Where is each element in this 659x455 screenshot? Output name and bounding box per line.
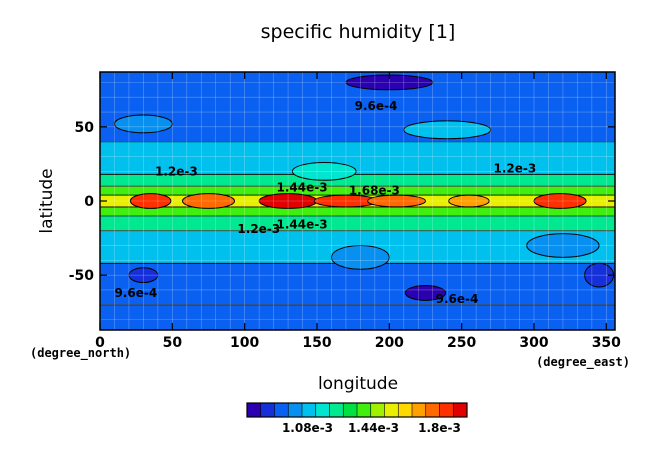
humidity-blob: [367, 194, 426, 208]
x-tick-label: 350: [592, 335, 621, 351]
humidity-band: [100, 262, 615, 306]
contour-label: 1.44e-3: [276, 181, 327, 195]
colorbar-swatch: [288, 403, 302, 417]
humidity-blob: [291, 161, 357, 181]
humidity-blob: [448, 194, 490, 208]
y-tick-label: 50: [75, 120, 95, 136]
humidity-band: [100, 141, 615, 175]
colorbar-swatch: [260, 403, 275, 417]
humidity-band: [100, 215, 615, 232]
x-tick-label: 200: [375, 335, 404, 351]
x-tick-label: 0: [95, 335, 105, 351]
colorbar-swatch: [384, 403, 399, 417]
colorbar-swatch: [315, 403, 330, 417]
colorbar-swatch: [453, 403, 467, 417]
x-axis-title: longitude: [318, 374, 398, 394]
colorbar-swatch: [247, 403, 261, 417]
y-axis-title: latitude: [37, 168, 57, 233]
contour-label: 9.6e-4: [114, 286, 157, 300]
x-tick-label: 150: [302, 335, 331, 351]
humidity-blob: [181, 193, 236, 209]
colorbar-tick-label: 1.08e-3: [282, 421, 333, 435]
contour-label: 9.6e-4: [355, 99, 398, 113]
contour-label: 1.44e-3: [276, 218, 327, 232]
colorbar-swatch: [329, 403, 344, 417]
humidity-blob: [526, 233, 600, 258]
colorbar-tick-label: 1.44e-3: [348, 421, 399, 435]
chart-title: specific humidity [1]: [261, 21, 456, 43]
colorbar-swatch: [425, 403, 440, 417]
colorbar: 1.08e-3 1.44e-3 1.8e-3: [246, 402, 468, 435]
contour-label: 1.68e-3: [349, 184, 400, 198]
colorbar-swatch: [274, 403, 289, 417]
x-tick-label: 250: [447, 335, 476, 351]
colorbar-swatch: [398, 403, 412, 417]
contour-label: 9.6e-4: [436, 292, 479, 306]
humidity-band: [100, 304, 615, 330]
contour-label: 1.2e-3: [237, 222, 280, 236]
x-axis-ticks: 0 50 100 150 200 250 300 350: [95, 72, 621, 351]
humidity-blob: [330, 244, 390, 270]
colorbar-swatch: [439, 403, 454, 417]
humidity-blobs: [113, 74, 615, 301]
colorbar-swatch: [370, 403, 385, 417]
colorbar-swatch: [343, 403, 357, 417]
x-unit-label: (degree_east): [536, 355, 630, 370]
humidity-blob: [404, 285, 447, 301]
x-tick-label: 100: [230, 335, 259, 351]
contour-label: 1.2e-3: [155, 164, 198, 178]
humidity-blob: [113, 114, 173, 134]
humidity-blob: [403, 120, 492, 140]
humidity-blob: [128, 267, 159, 284]
humidity-blob: [533, 193, 587, 209]
grid-lines: [100, 72, 615, 330]
humidity-band: [100, 206, 615, 217]
x-tick-label: 300: [519, 335, 548, 351]
y-unit-label: (degree_north): [30, 346, 131, 361]
colorbar-tick-label: 1.8e-3: [418, 421, 461, 435]
x-tick-label: 50: [163, 335, 183, 351]
colorbar-swatch: [412, 403, 426, 417]
y-tick-label: 0: [84, 194, 94, 210]
y-tick-label: -50: [69, 268, 95, 284]
colorbar-swatch: [357, 403, 371, 417]
colorbar-swatch: [302, 403, 316, 417]
contour-label: 1.2e-3: [493, 161, 536, 175]
contour-labels: 9.6e-41.2e-31.44e-3 1.68e-31.2e-31.2e-31.…: [114, 99, 536, 306]
plot-area: [100, 72, 615, 330]
y-axis-ticks: -50 0 50: [69, 120, 615, 284]
humidity-blob: [129, 193, 172, 209]
